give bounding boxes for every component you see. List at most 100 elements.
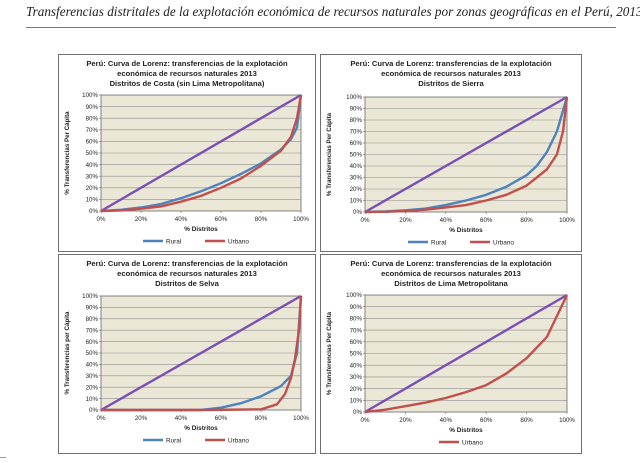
y-tick-label: 30% bbox=[350, 374, 363, 381]
x-tick-label: 80% bbox=[255, 216, 268, 223]
x-axis-label: % Distritos bbox=[449, 227, 483, 234]
y-tick-label: 60% bbox=[350, 140, 363, 147]
chart-title-line: Distritos de Sierra bbox=[418, 79, 484, 88]
y-tick-label: 60% bbox=[86, 139, 99, 146]
chart-panel-selva: Perú: Curva de Lorenz: transferencias de… bbox=[58, 254, 316, 454]
legend-label-urbano: Urbano bbox=[462, 439, 483, 446]
x-tick-label: 0% bbox=[361, 417, 370, 424]
y-tick-label: 10% bbox=[350, 198, 363, 205]
chart-title-line: Perú: Curva de Lorenz: transferencias de… bbox=[350, 59, 552, 68]
y-tick-label: 70% bbox=[350, 129, 363, 136]
y-tick-label: 0% bbox=[353, 409, 362, 416]
series-line-urbano bbox=[364, 294, 569, 414]
y-tick-label: 20% bbox=[86, 384, 99, 391]
y-tick-label: 30% bbox=[86, 173, 99, 180]
y-tick-label: 20% bbox=[350, 186, 363, 193]
title-divider bbox=[26, 27, 616, 28]
y-tick-label: 80% bbox=[86, 115, 99, 122]
x-tick-label: 20% bbox=[135, 216, 148, 223]
crop-mark bbox=[0, 457, 6, 458]
equality-line bbox=[364, 95, 568, 214]
y-tick-label: 10% bbox=[350, 398, 363, 405]
chart-title-line: Perú: Curva de Lorenz: transferencias de… bbox=[86, 59, 288, 68]
y-tick-label: 60% bbox=[350, 339, 363, 346]
chart-title-line: Distritos de Selva bbox=[155, 279, 220, 288]
y-axis-label: % Transferencias Per Cápita bbox=[64, 111, 71, 195]
x-tick-label: 80% bbox=[255, 415, 268, 422]
chart-title-line: económica de recursos naturales 2013 bbox=[381, 269, 521, 278]
chart-title-line: Distritos de Lima Metropolitana bbox=[394, 279, 508, 288]
y-tick-label: 100% bbox=[82, 92, 98, 99]
x-tick-label: 80% bbox=[520, 417, 533, 424]
chart-title-line: Perú: Curva de Lorenz: transferencias de… bbox=[86, 259, 288, 268]
x-tick-label: 20% bbox=[399, 417, 412, 424]
x-tick-label: 0% bbox=[361, 217, 370, 224]
series-line-urbano bbox=[100, 94, 303, 213]
x-tick-label: 40% bbox=[175, 415, 188, 422]
y-tick-label: 60% bbox=[86, 339, 99, 346]
y-tick-label: 70% bbox=[86, 327, 99, 334]
y-axis-label: % Transferencias per Cápita bbox=[64, 311, 71, 394]
x-tick-label: 100% bbox=[293, 216, 309, 223]
equality-line bbox=[100, 93, 302, 213]
y-tick-label: 80% bbox=[86, 316, 99, 323]
y-axis-label: % Transferencias Per Cápita bbox=[326, 112, 333, 196]
legend-label-rural: Rural bbox=[166, 437, 181, 444]
equality-line bbox=[364, 293, 568, 414]
y-tick-label: 80% bbox=[350, 117, 363, 124]
chart-panel-sierra: Perú: Curva de Lorenz: transferencias de… bbox=[320, 54, 582, 252]
legend-label-rural: Rural bbox=[431, 239, 446, 246]
y-tick-label: 30% bbox=[86, 373, 99, 380]
x-tick-label: 20% bbox=[399, 217, 412, 224]
y-tick-label: 50% bbox=[350, 152, 363, 159]
y-tick-label: 40% bbox=[86, 162, 99, 169]
legend-label-urbano: Urbano bbox=[228, 437, 249, 444]
chart-title-line: Perú: Curva de Lorenz: transferencias de… bbox=[350, 259, 552, 268]
x-tick-label: 0% bbox=[97, 415, 106, 422]
y-tick-label: 0% bbox=[89, 407, 98, 414]
y-tick-label: 10% bbox=[86, 396, 99, 403]
y-tick-label: 0% bbox=[89, 208, 98, 215]
y-tick-label: 40% bbox=[350, 362, 363, 369]
chart-title-line: económica de recursos naturales 2013 bbox=[117, 69, 257, 78]
y-tick-label: 40% bbox=[350, 163, 363, 170]
x-tick-label: 100% bbox=[559, 217, 575, 224]
y-tick-label: 100% bbox=[346, 94, 362, 101]
y-tick-label: 90% bbox=[350, 106, 363, 113]
y-tick-label: 100% bbox=[346, 292, 362, 299]
x-tick-label: 40% bbox=[440, 217, 453, 224]
x-tick-label: 100% bbox=[559, 417, 575, 424]
y-tick-label: 30% bbox=[350, 175, 363, 182]
x-tick-label: 60% bbox=[480, 417, 493, 424]
lorenz-chart-lima: Perú: Curva de Lorenz: transferencias de… bbox=[326, 259, 575, 446]
x-tick-label: 40% bbox=[175, 216, 188, 223]
y-tick-label: 50% bbox=[86, 350, 99, 357]
y-tick-label: 10% bbox=[86, 197, 99, 204]
y-tick-label: 90% bbox=[86, 104, 99, 111]
lorenz-chart-sierra: Perú: Curva de Lorenz: transferencias de… bbox=[326, 59, 575, 246]
x-tick-label: 0% bbox=[97, 216, 106, 223]
x-tick-label: 60% bbox=[215, 216, 228, 223]
x-axis-label: % Distritos bbox=[184, 226, 218, 233]
y-tick-label: 0% bbox=[353, 209, 362, 216]
equality-line bbox=[100, 294, 302, 412]
x-tick-label: 100% bbox=[293, 415, 309, 422]
y-tick-label: 50% bbox=[350, 351, 363, 358]
chart-panel-lima: Perú: Curva de Lorenz: transferencias de… bbox=[320, 254, 582, 454]
chart-panel-costa: Perú: Curva de Lorenz: transferencias de… bbox=[58, 54, 316, 252]
y-tick-label: 80% bbox=[350, 316, 363, 323]
y-axis-label: % Transferencias Per Cápita bbox=[326, 311, 333, 395]
chart-title-line: económica de recursos naturales 2013 bbox=[117, 269, 257, 278]
y-tick-label: 50% bbox=[86, 150, 99, 157]
y-tick-label: 90% bbox=[86, 305, 99, 312]
y-tick-label: 70% bbox=[350, 327, 363, 334]
y-tick-label: 100% bbox=[82, 293, 98, 300]
x-tick-label: 60% bbox=[215, 415, 228, 422]
legend-label-urbano: Urbano bbox=[493, 239, 514, 246]
x-axis-label: % Distritos bbox=[449, 427, 483, 434]
x-axis-label: % Distritos bbox=[184, 425, 218, 432]
series-line-urbano bbox=[101, 295, 303, 412]
y-tick-label: 40% bbox=[86, 362, 99, 369]
x-tick-label: 20% bbox=[135, 415, 148, 422]
legend-label-rural: Rural bbox=[166, 238, 181, 245]
